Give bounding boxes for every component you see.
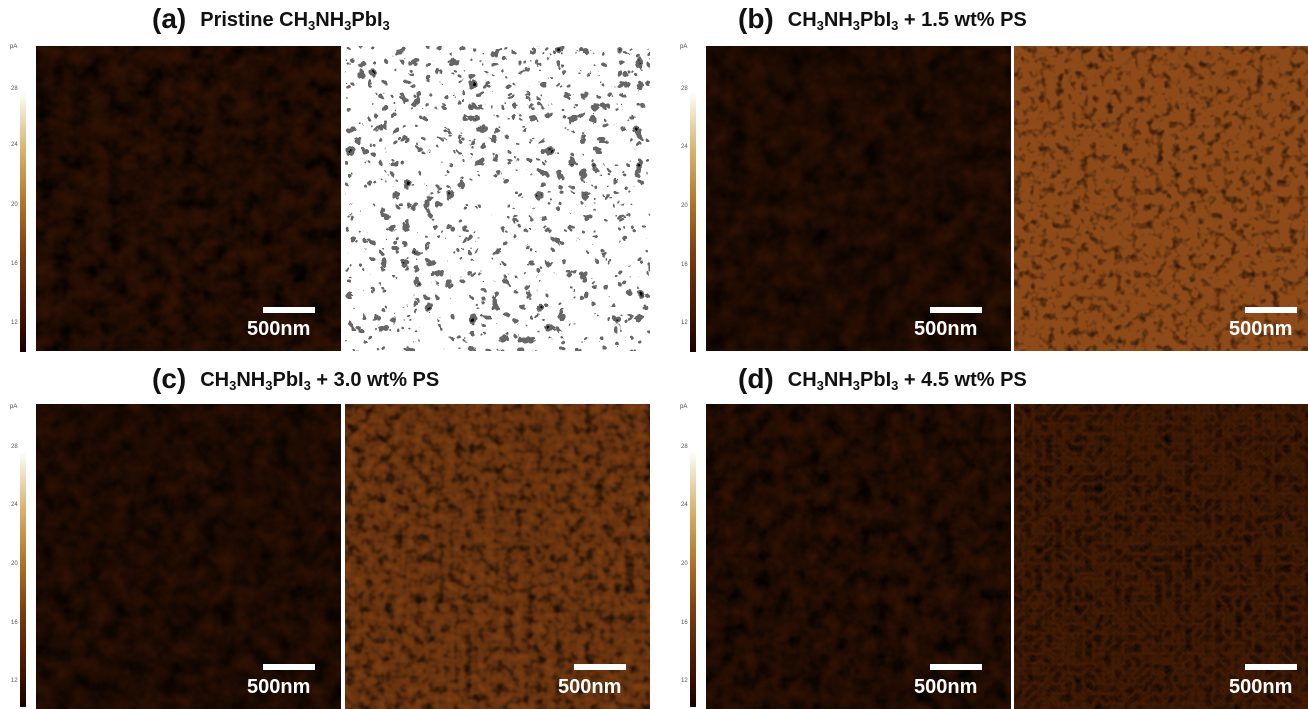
- colorbar-tick: 24: [11, 142, 18, 148]
- colorbar-tick: 28: [11, 86, 18, 92]
- colorbar-tick: 28: [11, 444, 18, 450]
- colorbar-tick: 12: [681, 678, 688, 684]
- colorbar-tick: 12: [681, 320, 688, 326]
- scale-bar: [1245, 307, 1297, 313]
- scale-bar: [263, 664, 315, 670]
- scale-bar: [574, 307, 626, 313]
- colorbar-tick: 20: [11, 202, 18, 208]
- colorbar-tick: 16: [11, 620, 18, 626]
- colorbar-tick: 16: [11, 261, 18, 267]
- scale-bar-label: 500nm: [558, 676, 622, 698]
- scale-bar-label: 500nm: [1229, 318, 1293, 340]
- colorbar-unit: pA: [680, 44, 688, 50]
- afm-topography-image-d: [706, 404, 1011, 709]
- colorbar-unit: pA: [10, 404, 18, 410]
- colorbar-unit: pA: [680, 404, 688, 410]
- panel-d-title: (d) CH3NH3PbI3 + 4.5 wt% PS: [738, 363, 1027, 394]
- scale-bar-label: 500nm: [247, 676, 311, 698]
- afm-current-map-b: [1014, 46, 1308, 351]
- scale-bar-label: 500nm: [1229, 676, 1293, 698]
- scale-bar: [930, 307, 982, 313]
- panel-b-title: (b) CH3NH3PbI3 + 1.5 wt% PS: [738, 3, 1027, 34]
- scale-bar-label: 500nm: [247, 318, 311, 340]
- colorbar-tick: 20: [681, 203, 688, 209]
- colorbar-gradient: [690, 452, 696, 707]
- afm-topography-image-b: [706, 46, 1011, 351]
- colorbar-gradient: [690, 92, 696, 352]
- colorbar-tick: 20: [681, 561, 688, 567]
- afm-current-map-d: [1014, 404, 1308, 709]
- panel-a-label: (a): [152, 3, 187, 34]
- colorbar-tick: 24: [11, 502, 18, 508]
- colorbar-tick: 12: [11, 678, 18, 684]
- scale-bar: [574, 664, 626, 670]
- colorbar-tick: 20: [11, 561, 18, 567]
- colorbar-tick: 16: [681, 262, 688, 268]
- panel-b-label: (b): [738, 3, 774, 34]
- afm-current-map-a: [345, 46, 650, 351]
- panel-c-label: (c): [152, 363, 187, 394]
- panel-d-label: (d): [738, 363, 774, 394]
- scale-bar-label: 500nm: [558, 318, 622, 340]
- afm-topography-image-c: [36, 404, 341, 709]
- colorbar-gradient: [20, 92, 26, 352]
- panel-a-title: (a) Pristine CH3NH3PbI3: [152, 3, 390, 34]
- panel-c-title: (c) CH3NH3PbI3 + 3.0 wt% PS: [152, 363, 440, 394]
- colorbar-unit: pA: [10, 44, 18, 50]
- colorbar-tick: 24: [681, 502, 688, 508]
- afm-topography-image-a: [36, 46, 341, 351]
- scale-bar: [263, 307, 315, 313]
- colorbar-tick: 24: [681, 144, 688, 150]
- colorbar-gradient: [20, 452, 26, 707]
- colorbar-tick: 28: [681, 86, 688, 92]
- scale-bar-label: 500nm: [914, 318, 978, 340]
- afm-current-map-c: [345, 404, 650, 709]
- colorbar-tick: 16: [681, 620, 688, 626]
- scale-bar: [1245, 664, 1297, 670]
- scale-bar: [930, 664, 982, 670]
- scale-bar-label: 500nm: [914, 676, 978, 698]
- colorbar-tick: 12: [11, 320, 18, 326]
- colorbar-tick: 28: [681, 444, 688, 450]
